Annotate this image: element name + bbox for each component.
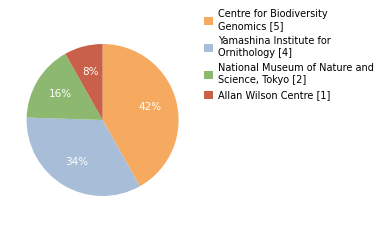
Wedge shape [103, 44, 179, 186]
Wedge shape [27, 118, 140, 196]
Text: 8%: 8% [82, 67, 98, 77]
Legend: Centre for Biodiversity
Genomics [5], Yamashina Institute for
Ornithology [4], N: Centre for Biodiversity Genomics [5], Ya… [203, 7, 376, 102]
Text: 42%: 42% [139, 102, 162, 113]
Wedge shape [27, 54, 103, 120]
Text: 34%: 34% [65, 157, 89, 167]
Wedge shape [65, 44, 103, 120]
Text: 16%: 16% [49, 89, 72, 99]
